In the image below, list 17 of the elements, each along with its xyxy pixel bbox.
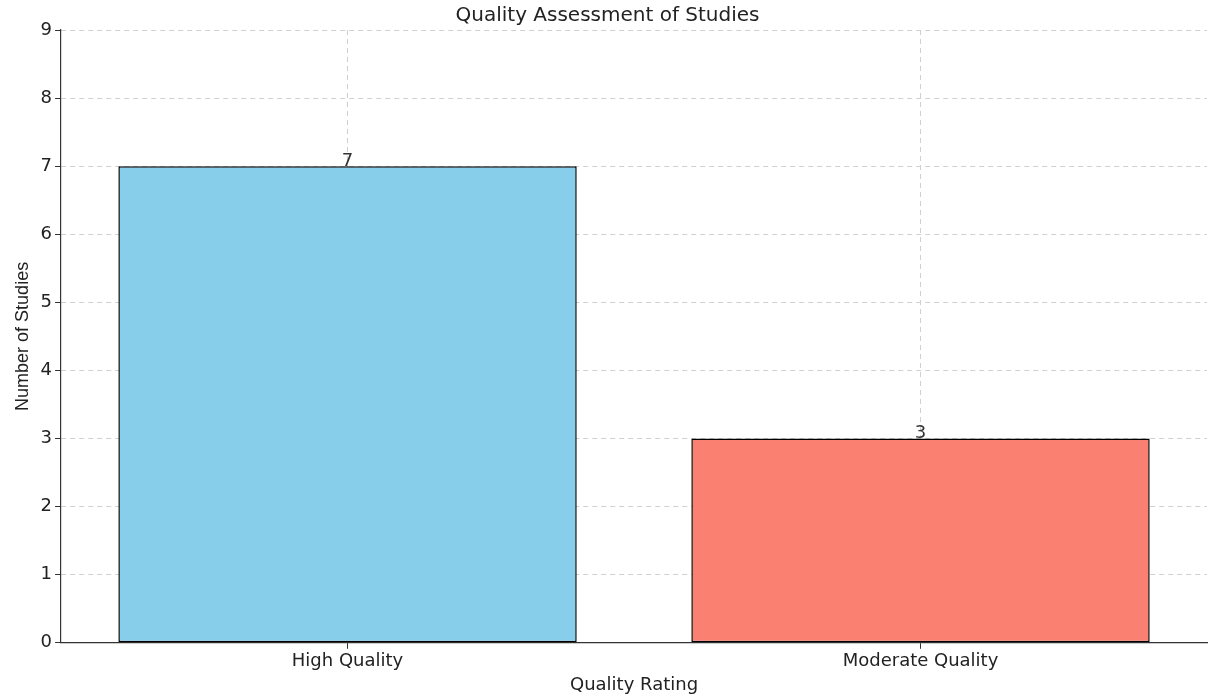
x-axis-title: Quality Rating (569, 672, 699, 694)
y-tick-label: 7 (40, 153, 53, 175)
data-label: 3 (914, 421, 927, 443)
y-tick-label: 3 (40, 426, 53, 448)
y-tick-label: 8 (40, 85, 53, 107)
chart-title: Quality Assessment of Studies (455, 2, 760, 27)
x-tick-label: Moderate Quality (842, 649, 999, 671)
y-tick-label: 1 (40, 562, 53, 584)
y-tick-label: 6 (40, 221, 53, 243)
y-tick-label: 9 (40, 17, 53, 39)
data-label: 7 (341, 148, 354, 170)
x-tick-label: High Quality (291, 649, 404, 671)
y-tick-label: 5 (40, 290, 53, 312)
y-tick-label: 4 (40, 358, 53, 380)
y-tick-label: 0 (40, 630, 53, 652)
y-axis-title: Number of Studies (11, 261, 32, 411)
y-tick-label: 2 (40, 494, 53, 516)
